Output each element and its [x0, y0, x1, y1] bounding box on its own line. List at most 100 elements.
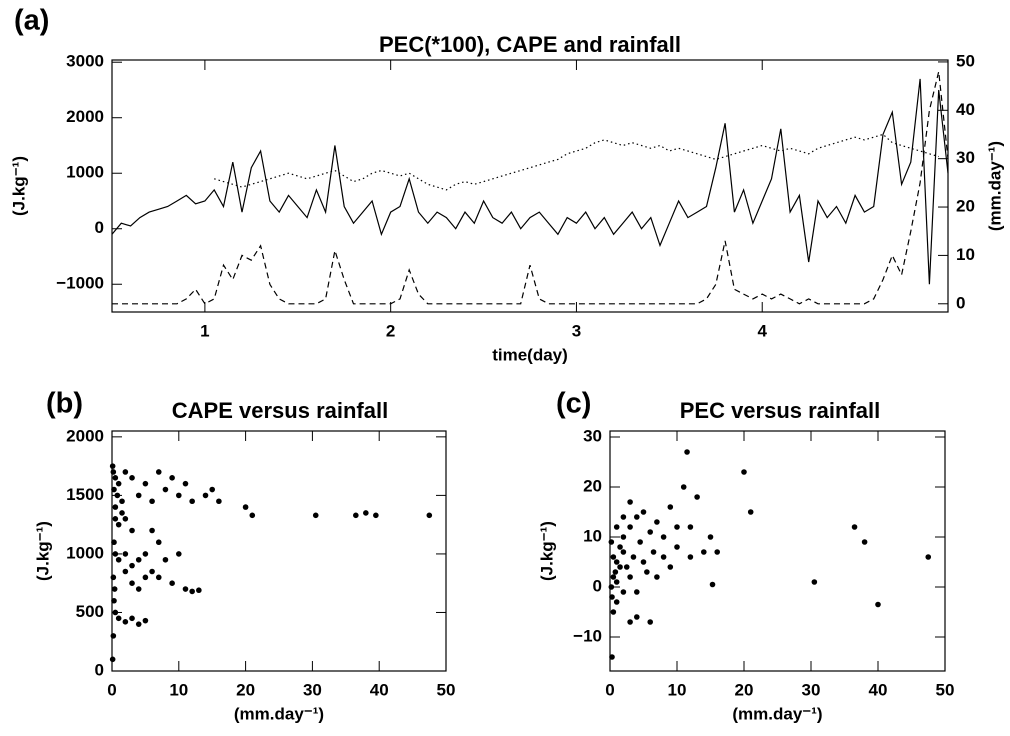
scatter-point	[189, 588, 195, 595]
scatter-point	[620, 514, 627, 520]
y-tick-label: −10	[573, 626, 602, 645]
panel-label: (a)	[14, 5, 49, 37]
scatter-point	[110, 574, 117, 581]
scatter-point	[209, 486, 215, 493]
scatter-point	[115, 480, 122, 487]
scatter-point	[608, 584, 615, 590]
scatter-point	[630, 554, 637, 560]
scatter-point	[162, 486, 169, 493]
scatter-point	[627, 524, 633, 530]
scatter-point	[135, 492, 142, 499]
scatter-point	[620, 589, 627, 595]
scatter-point	[687, 524, 694, 530]
scatter-point	[609, 594, 615, 600]
scatter-point	[249, 512, 256, 519]
scatter-point	[747, 509, 754, 515]
scatter-point	[189, 498, 195, 505]
scatter-point	[196, 587, 202, 594]
scatter-point	[162, 556, 169, 563]
scatter-point	[608, 539, 615, 545]
scatter-point	[115, 615, 122, 622]
y-tick-label: 30	[583, 426, 602, 445]
scatter-point	[129, 615, 135, 622]
scatter-point	[122, 516, 129, 522]
scatter-point	[216, 498, 222, 505]
scatter-point	[634, 514, 640, 520]
scatter-point	[111, 597, 117, 604]
scatter-point	[142, 480, 149, 487]
y-axis-label: (J.kg⁻¹)	[33, 521, 52, 581]
x-tick-label: 20	[236, 680, 255, 699]
scatter-point	[613, 599, 620, 605]
y-tick-label: 0	[95, 660, 104, 679]
y-tick-label: −1000	[56, 274, 104, 293]
x-tick-label: 30	[802, 680, 821, 699]
scatter-point	[660, 554, 667, 560]
scatter-point	[155, 574, 162, 581]
x-tick-label: 50	[437, 680, 456, 699]
scatter-point	[129, 475, 135, 481]
y-tick-label: 3000	[66, 52, 104, 71]
scatter-point	[644, 569, 650, 575]
x-tick-label: 10	[668, 680, 687, 699]
scatter-point	[623, 564, 630, 570]
chart-title: CAPE versus rainfall	[172, 398, 388, 423]
scatter-point	[115, 521, 122, 528]
chart-title: PEC(*100), CAPE and rainfall	[379, 32, 681, 57]
scatter-point	[373, 512, 379, 519]
scatter-point	[110, 469, 117, 475]
scatter-point	[647, 619, 653, 625]
scatter-point	[610, 574, 617, 580]
y-axis-label: (J.kg⁻¹)	[537, 521, 556, 581]
y-tick-label: 0	[95, 218, 104, 237]
scatter-point	[674, 524, 680, 530]
scatter-point	[634, 589, 640, 595]
x-tick-label: 1	[200, 321, 209, 340]
scatter-point	[707, 534, 714, 540]
panel-label: (b)	[46, 388, 83, 420]
scatter-point	[627, 499, 633, 505]
scatter-point	[119, 510, 125, 516]
scatter-point	[155, 469, 162, 475]
y2-tick-label: 0	[956, 293, 965, 312]
series-line	[111, 78, 949, 285]
scatter-point	[609, 654, 615, 660]
scatter-point	[861, 539, 868, 545]
scatter-point	[112, 475, 119, 481]
scatter-point	[110, 633, 117, 639]
scatter-point	[925, 554, 932, 560]
scatter-point	[135, 556, 142, 563]
y-tick-label: 1000	[66, 163, 104, 182]
scatter-point	[169, 475, 175, 481]
scatter-point	[109, 463, 116, 469]
scatter-point	[149, 568, 155, 575]
scatter-point	[426, 512, 433, 519]
scatter-point	[660, 534, 667, 540]
scatter-point	[122, 568, 129, 575]
y-tick-label: 20	[583, 476, 602, 495]
x-axis-label: (mm.day⁻¹)	[732, 704, 822, 723]
scatter-point	[640, 559, 647, 565]
scatter-point	[312, 512, 319, 519]
scatter-point	[112, 609, 119, 616]
scatter-point	[613, 559, 620, 565]
scatter-point	[112, 516, 119, 522]
x-tick-label: 10	[169, 680, 188, 699]
series-line	[112, 71, 949, 305]
scatter-point	[122, 619, 129, 625]
x-tick-label: 20	[735, 680, 754, 699]
y-tick-label: 2000	[66, 107, 104, 126]
y2-tick-label: 20	[956, 197, 975, 216]
series-line	[214, 133, 939, 191]
x-tick-label: 2	[386, 321, 395, 340]
y-tick-label: 1000	[66, 543, 104, 562]
plot-frame	[111, 430, 447, 672]
scatter-point	[135, 621, 142, 627]
x-tick-label: 50	[936, 680, 955, 699]
panel-label: (c)	[556, 388, 591, 420]
scatter-point	[122, 469, 129, 475]
scatter-point	[111, 486, 117, 493]
scatter-point	[610, 609, 617, 615]
scatter-point	[612, 569, 619, 575]
